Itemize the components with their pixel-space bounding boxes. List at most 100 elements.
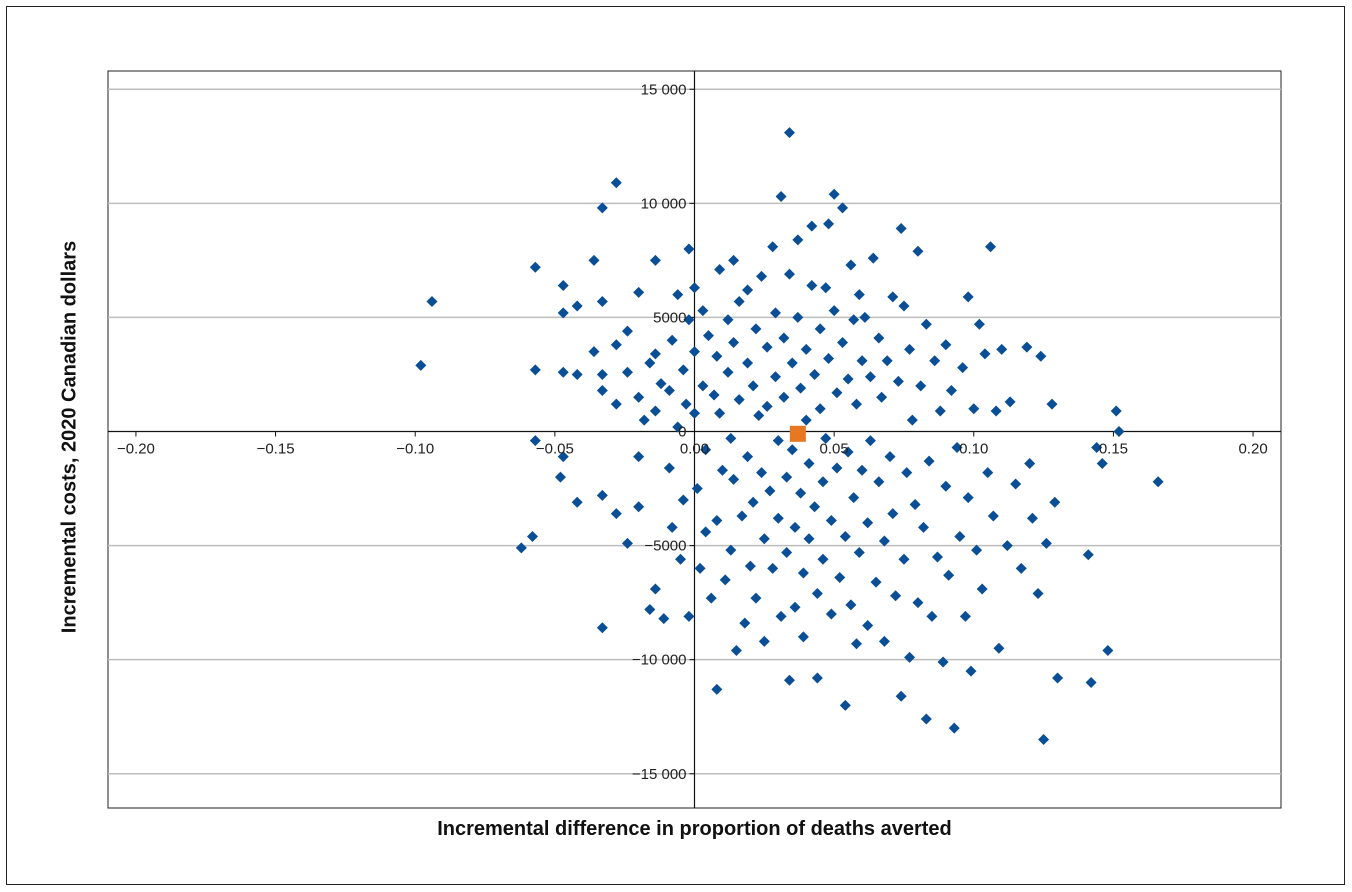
- scatter-point: [934, 405, 946, 417]
- scatter-point: [610, 177, 622, 189]
- scatter-point: [979, 348, 991, 360]
- scatter-point: [658, 613, 670, 625]
- scatter-point: [859, 311, 871, 323]
- scatter-point: [892, 375, 904, 387]
- scatter-point: [649, 583, 661, 595]
- scatter-point: [834, 572, 846, 584]
- scatter-point: [797, 631, 809, 643]
- scatter-point: [588, 346, 600, 358]
- scatter-point: [803, 533, 815, 545]
- scatter-point: [870, 576, 882, 588]
- scatter-point: [895, 222, 907, 234]
- scatter-point: [940, 480, 952, 492]
- scatter-point: [873, 476, 885, 488]
- scatter-point: [831, 387, 843, 399]
- scatter-point: [728, 254, 740, 266]
- scatter-point: [940, 339, 952, 351]
- scatter-point: [725, 432, 737, 444]
- scatter-point: [736, 510, 748, 522]
- scatter-point: [943, 569, 955, 581]
- scatter-point: [663, 384, 675, 396]
- scatter-point: [716, 464, 728, 476]
- scatter-point: [906, 414, 918, 426]
- scatter-point: [990, 405, 1002, 417]
- scatter-point: [761, 400, 773, 412]
- scatter-point: [971, 544, 983, 556]
- scatter-point: [747, 380, 759, 392]
- scatter-point: [837, 337, 849, 349]
- scatter-point: [666, 334, 678, 346]
- scatter-point: [806, 220, 818, 232]
- scatter-point: [733, 295, 745, 307]
- scatter-point: [973, 318, 985, 330]
- scatter-point: [557, 279, 569, 291]
- scatter-point: [753, 410, 765, 422]
- scatter-point: [884, 451, 896, 463]
- scatter-point: [649, 405, 661, 417]
- scatter-point: [898, 300, 910, 312]
- scatter-point: [839, 699, 851, 711]
- scatter-point: [554, 471, 566, 483]
- scatter-point: [415, 359, 427, 371]
- y-tick-label: 0: [678, 424, 686, 441]
- scatter-point: [1052, 672, 1064, 684]
- x-tick-label: 0.15: [1099, 441, 1128, 458]
- scatter-point: [823, 352, 835, 364]
- x-tick-label: 0.00: [680, 441, 709, 458]
- scatter-point: [814, 323, 826, 335]
- x-axis-title: Incremental difference in proportion of …: [437, 818, 952, 840]
- scatter-point: [856, 355, 868, 367]
- scatter-point: [750, 592, 762, 604]
- scatter-point: [890, 590, 902, 602]
- scatter-point: [800, 343, 812, 355]
- scatter-point: [638, 414, 650, 426]
- axes: [108, 71, 1281, 808]
- figure-frame: [6, 6, 1345, 885]
- scatter-point: [719, 574, 731, 586]
- scatter-point: [837, 202, 849, 214]
- scatter-point: [610, 508, 622, 520]
- scatter-point: [750, 323, 762, 335]
- scatter-point: [853, 289, 865, 301]
- scatter-point: [683, 314, 695, 326]
- scatter-point: [864, 371, 876, 383]
- y-axis-title: Incremental costs, 2020 Canadian dollars: [58, 240, 81, 634]
- scatter-point: [744, 560, 756, 572]
- scatter-point: [817, 476, 829, 488]
- scatter-point: [596, 368, 608, 380]
- scatter-point: [1035, 350, 1047, 362]
- scatter-point: [789, 601, 801, 613]
- scatter-point: [878, 635, 890, 647]
- scatter-point: [747, 496, 759, 508]
- scatter-point: [730, 645, 742, 657]
- scatter-point: [767, 562, 779, 574]
- scatter-point: [529, 261, 541, 273]
- scatter-point: [926, 610, 938, 622]
- scatter-point: [909, 499, 921, 511]
- scatter-point: [680, 398, 692, 410]
- scatter-point: [711, 350, 723, 362]
- scatter-point: [929, 355, 941, 367]
- x-tick-label: 0.05: [820, 441, 849, 458]
- scatter-point: [725, 544, 737, 556]
- scatter-point: [839, 530, 851, 542]
- scatter-point: [976, 583, 988, 595]
- scatter-point: [557, 366, 569, 378]
- scatter-point: [825, 515, 837, 527]
- scatter-point: [621, 537, 633, 549]
- scatter-point: [758, 635, 770, 647]
- scatter-point: [845, 599, 857, 611]
- x-tick-label: −0.15: [257, 441, 295, 458]
- scatter-point: [529, 364, 541, 376]
- scatter-point: [655, 378, 667, 390]
- data-points: [415, 127, 1164, 746]
- scatter-point: [778, 391, 790, 403]
- scatter-point: [557, 307, 569, 319]
- scatter-point: [968, 403, 980, 415]
- scatter-point: [783, 674, 795, 686]
- scatter-point: [722, 314, 734, 326]
- scatter-point: [923, 455, 935, 467]
- scatter-point: [862, 517, 874, 529]
- scatter-point: [915, 380, 927, 392]
